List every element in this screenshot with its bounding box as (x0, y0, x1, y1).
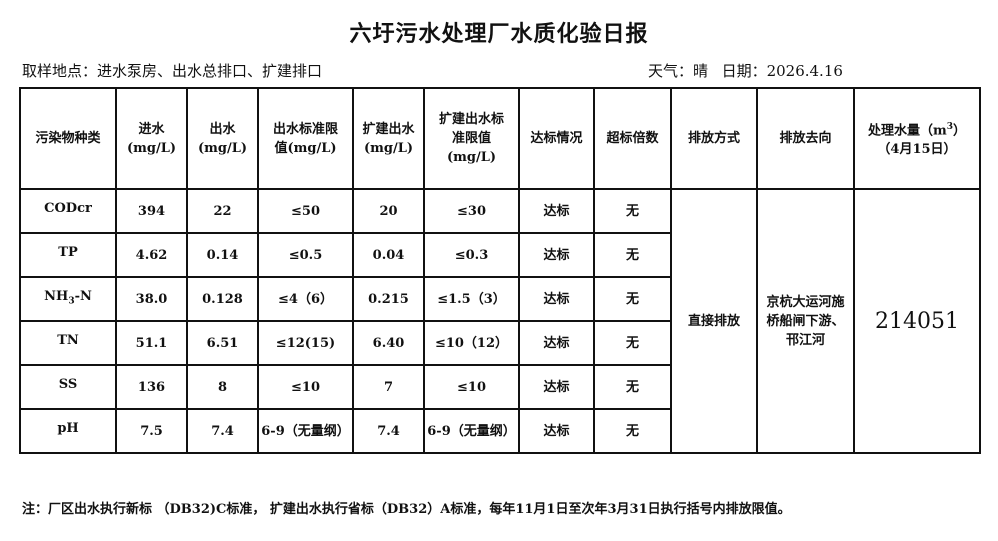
cell-compliance: 达标 (518, 188, 595, 234)
cell-exceed: 无 (593, 276, 672, 322)
report-date: 日期：2026.4.16 (721, 62, 843, 80)
pollutant-subscript: 3 (68, 296, 75, 307)
pollutant-name: NH3-N (19, 276, 117, 322)
cell-effluent-limit: ≤4（6） (257, 276, 354, 322)
cell-effluent: 22 (186, 188, 259, 234)
table-row: pH 7.5 7.4 6-9（无量纲） 7.4 6-9（无量纲） 达标无 (19, 408, 980, 454)
water-quality-table: 污染物种类 进水 (mg/L) 出水 (mg/L) 出水标准限 值(mg/L) … (19, 87, 981, 454)
cell-expansion-limit: ≤0.3 (423, 232, 520, 278)
cell-expansion-limit: ≤1.5（3） (423, 276, 520, 322)
cell-effluent-limit: ≤0.5 (257, 232, 354, 278)
cell-expansion-limit: ≤10（12） (423, 320, 520, 366)
discharge-method: 直接排放 (670, 188, 758, 454)
header-exceed-multiple: 超标倍数 (593, 87, 672, 190)
cell-exceed: 无 (593, 364, 672, 410)
cell-expansion-limit: ≤30 (423, 188, 520, 234)
pollutant-label: pH (57, 420, 79, 436)
cell-effluent: 0.128 (186, 276, 259, 322)
cell-exceed: 无 (593, 188, 672, 234)
table-row: SS 136 8 ≤10 7 ≤10 达标无 (19, 364, 980, 410)
header-expansion-effluent: 扩建出水 (mg/L) (352, 87, 425, 190)
cell-effluent: 0.14 (186, 232, 259, 278)
cell-expansion-limit: ≤10 (423, 364, 520, 410)
weather: 天气：晴 (648, 62, 709, 80)
volume-date: （4月15日） (877, 142, 957, 158)
pollutant-name: CODcr (19, 188, 117, 234)
weather-date: 天气：晴 日期：2026.4.16 (648, 60, 847, 81)
cell-exceed: 无 (593, 320, 672, 366)
cell-influent: 394 (115, 188, 188, 234)
cell-effluent-limit: 6-9（无量纲） (257, 408, 354, 454)
header-discharge-method: 排放方式 (670, 87, 758, 190)
pollutant-label: CODcr (44, 200, 92, 216)
volume-unit-sup: 3 (946, 121, 953, 132)
header-effluent: 出水 (mg/L) (186, 87, 259, 190)
cell-influent: 38.0 (115, 276, 188, 322)
cell-effluent: 8 (186, 364, 259, 410)
pollutant-label: TN (57, 332, 79, 348)
cell-influent: 51.1 (115, 320, 188, 366)
header-treated-volume: 处理水量（m3） （4月15日） (853, 87, 981, 190)
cell-compliance: 达标 (518, 320, 595, 366)
cell-compliance: 达标 (518, 364, 595, 410)
sampling-location: 取样地点：进水泵房、出水总排口、扩建排口 (22, 62, 323, 80)
cell-influent: 4.62 (115, 232, 188, 278)
discharge-destination: 京杭大运河施桥船闸下游、邗江河 (756, 188, 855, 454)
table-row: CODcr 394 22 ≤50 20 ≤30 达标无直接排放 京杭大运河施桥船闸下游、邗江河… (19, 188, 981, 454)
pollutant-label: SS (58, 376, 78, 392)
header-influent: 进水 (mg/L) (115, 87, 188, 190)
cell-compliance: 达标 (518, 232, 595, 278)
header-discharge-destination: 排放去向 (756, 87, 855, 190)
volume-label: 处理水量（m (867, 123, 947, 139)
pollutant-name: SS (19, 364, 117, 410)
pollutant-name: TN (19, 320, 117, 366)
table-row: TN 51.1 6.51 ≤12(15) 6.40 ≤10（12） 达标无 (19, 320, 980, 366)
cell-compliance: 达标 (518, 276, 595, 322)
cell-expansion-effluent: 7.4 (352, 408, 425, 454)
table-row: TP 4.62 0.14 ≤0.5 0.04 ≤0.3 达标无 (19, 232, 980, 278)
cell-compliance: 达标 (518, 408, 595, 454)
cell-expansion-limit: 6-9（无量纲） (423, 408, 520, 454)
report-title: 六圩污水处理厂水质化验日报 (349, 21, 649, 47)
cell-effluent-limit: ≤10 (257, 364, 354, 410)
cell-effluent: 6.51 (186, 320, 259, 366)
cell-exceed: 无 (593, 408, 672, 454)
cell-effluent: 7.4 (186, 408, 259, 454)
cell-expansion-effluent: 20 (352, 188, 425, 234)
cell-expansion-effluent: 7 (352, 364, 425, 410)
cell-expansion-effluent: 0.04 (352, 232, 425, 278)
pollutant-suffix: -N (74, 288, 92, 304)
pollutant-label: TP (58, 244, 78, 260)
table-row: NH3-N 38.0 0.128 ≤4（6） 0.215 ≤1.5（3） 达标无 (19, 276, 980, 322)
header-expansion-limit: 扩建出水标 准限值 (mg/L) (423, 87, 520, 190)
header-row: 污染物种类 进水 (mg/L) 出水 (mg/L) 出水标准限 值(mg/L) … (19, 87, 981, 190)
header-effluent-limit: 出水标准限 值(mg/L) (257, 87, 354, 190)
cell-influent: 7.5 (115, 408, 188, 454)
cell-influent: 136 (115, 364, 188, 410)
pollutant-name: pH (19, 408, 117, 454)
cell-effluent-limit: ≤50 (257, 188, 354, 234)
pollutant-label: NH (44, 288, 69, 304)
cell-expansion-effluent: 0.215 (352, 276, 425, 322)
footnote: 注：厂区出水执行新标 （DB32)C标准， 扩建出水执行省标（DB32）A标准，… (22, 502, 791, 517)
pollutant-name: TP (19, 232, 117, 278)
cell-effluent-limit: ≤12(15) (257, 320, 354, 366)
treated-volume: 214051 (853, 188, 981, 454)
header-compliance: 达标情况 (518, 87, 595, 190)
header-pollutant: 污染物种类 (19, 87, 117, 190)
cell-expansion-effluent: 6.40 (352, 320, 425, 366)
cell-exceed: 无 (593, 232, 672, 278)
volume-label-close: ） (953, 123, 967, 139)
